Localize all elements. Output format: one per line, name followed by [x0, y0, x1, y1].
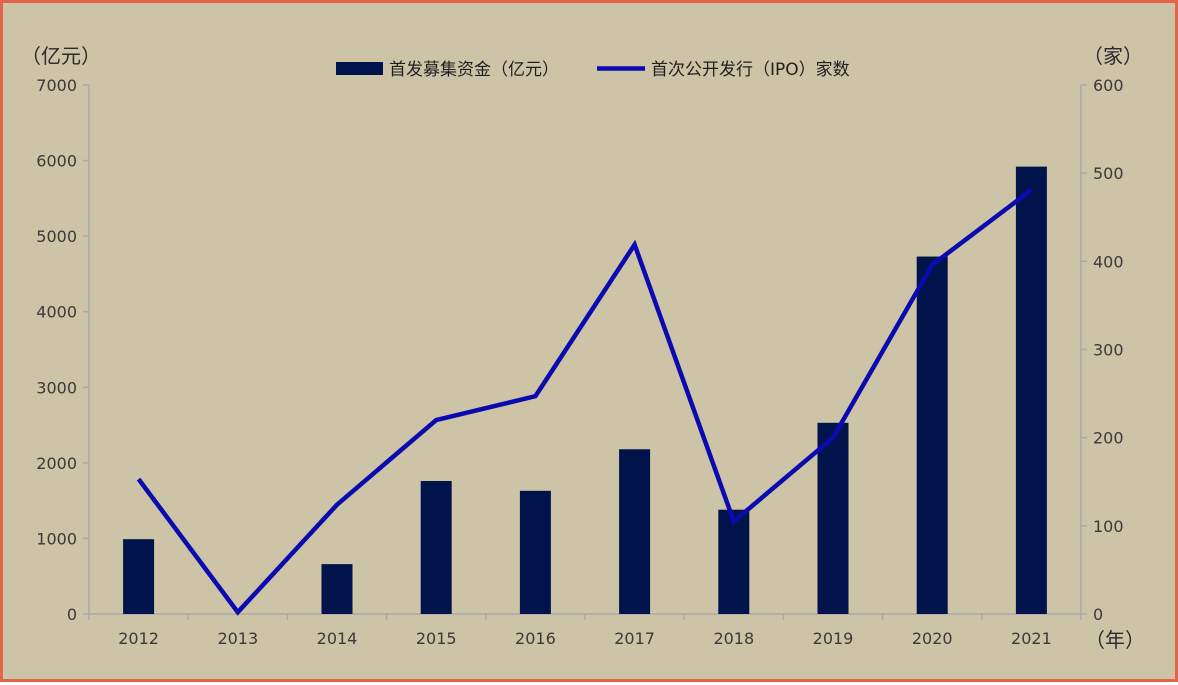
- bar-2015: [421, 481, 452, 614]
- right-tick-label: 500: [1093, 164, 1124, 183]
- right-tick-label: 600: [1093, 76, 1124, 95]
- right-tick-label: 200: [1093, 429, 1124, 448]
- bar-2020: [917, 257, 948, 614]
- ipo-count-line: [139, 190, 1032, 612]
- left-tick-label: 0: [67, 605, 77, 624]
- x-tick-label: 2017: [614, 629, 655, 648]
- chart-svg: 0 1000 2000 3000 4000 5000 6000 7000 0 100 200 300 4…: [3, 3, 1178, 685]
- left-tick-label: 7000: [36, 76, 77, 95]
- x-tick-label: 2012: [118, 629, 159, 648]
- legend-bar-label: 首发募集资金（亿元）: [389, 60, 559, 80]
- right-tick-label: 0: [1093, 605, 1103, 624]
- x-axis-unit: （年）: [1085, 628, 1145, 652]
- x-tick-label: 2015: [416, 629, 457, 648]
- x-tick-label: 2016: [515, 629, 556, 648]
- bar-2019: [818, 423, 849, 614]
- x-tick-label: 2021: [1011, 629, 1052, 648]
- x-tick-label: 2019: [813, 629, 854, 648]
- bar-2018: [718, 510, 749, 614]
- bar-2012: [123, 539, 154, 614]
- left-tick-label: 2000: [36, 454, 77, 473]
- x-tick-label: 2020: [912, 629, 953, 648]
- left-tick-label: 3000: [36, 378, 77, 397]
- bar-2017: [619, 449, 650, 614]
- x-tick-label: 2013: [217, 629, 258, 648]
- legend-line-label: 首次公开发行（IPO）家数: [651, 60, 850, 80]
- bar-2014: [322, 564, 353, 614]
- right-axis-unit: （家）: [1083, 44, 1143, 68]
- left-tick-label: 6000: [36, 152, 77, 171]
- legend-bar-swatch: [336, 62, 383, 75]
- right-tick-label: 300: [1093, 341, 1124, 360]
- x-tick-label: 2014: [317, 629, 358, 648]
- left-axis-unit: （亿元）: [21, 44, 101, 68]
- bar-2016: [520, 491, 551, 614]
- right-tick-label: 400: [1093, 252, 1124, 271]
- left-tick-label: 4000: [36, 303, 77, 322]
- bar-2021: [1016, 167, 1047, 614]
- left-tick-label: 1000: [36, 529, 77, 548]
- right-tick-label: 100: [1093, 517, 1124, 536]
- x-tick-label: 2018: [713, 629, 754, 648]
- left-tick-label: 5000: [36, 227, 77, 246]
